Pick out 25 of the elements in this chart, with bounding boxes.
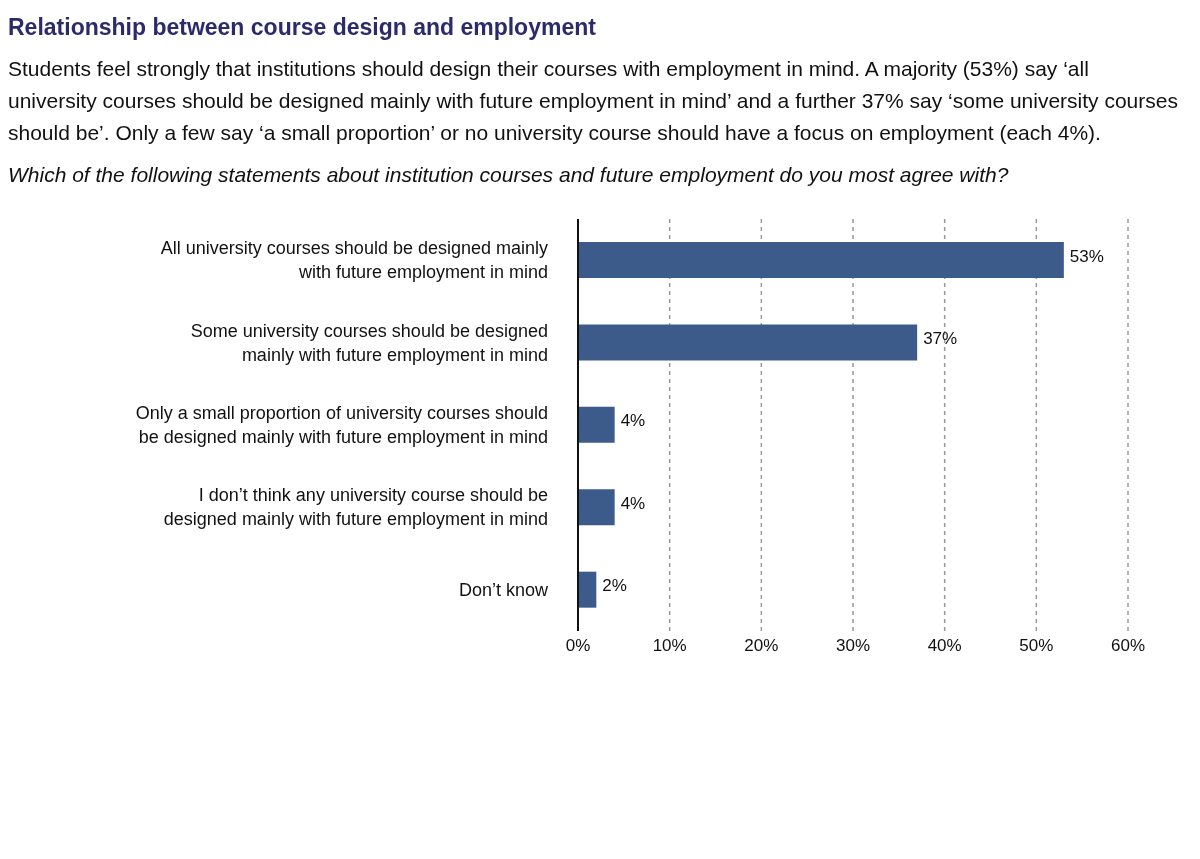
data-label: 2% <box>602 576 627 596</box>
x-tick-label: 0% <box>565 636 591 656</box>
data-label: 53% <box>1069 246 1104 266</box>
data-label: 37% <box>923 328 958 348</box>
data-label: 4% <box>620 493 646 513</box>
x-tick-label: 40% <box>927 636 962 656</box>
x-tick-label: 20% <box>744 636 779 656</box>
bar <box>578 489 615 526</box>
x-tick-label: 50% <box>1019 636 1054 656</box>
y-tick-label: Only a small proportion of university courses should be designed mainly with future employment in mind <box>135 403 548 447</box>
bar <box>578 242 1064 279</box>
text: Relationship between course design and employment <box>8 14 597 41</box>
y-tick-label: Some university courses should be designed mainly with future employment in mind <box>190 320 548 365</box>
x-tick-label: 30% <box>835 636 871 656</box>
x-tick-label: 10% <box>652 636 687 656</box>
data-label: 4% <box>620 411 646 431</box>
y-tick-label: Don’t know <box>458 579 549 600</box>
x-tick-label: 60% <box>1110 636 1146 656</box>
chart-subtitle: Students feel strongly that institutions should design their courses with employment in mind. A majority (53%) say ‘all university courses should be designed mainly with future employment in mind’ and a further 37% say ‘some university courses should be’. Only a few say ‘a small proportion’ or no university course should have a focus on employment (each 4%). <box>8 56 1178 146</box>
bar <box>578 571 597 608</box>
text: Which of the following statements about institution courses and future employment do you most agree with? <box>8 162 1010 188</box>
y-tick-label: All university courses should be designed mainly with future employment in mind <box>160 238 548 283</box>
bar <box>578 406 615 443</box>
bar <box>578 324 918 361</box>
y-tick-label: I don’t think any university course should be designed mainly with future employment in mind <box>163 485 548 530</box>
